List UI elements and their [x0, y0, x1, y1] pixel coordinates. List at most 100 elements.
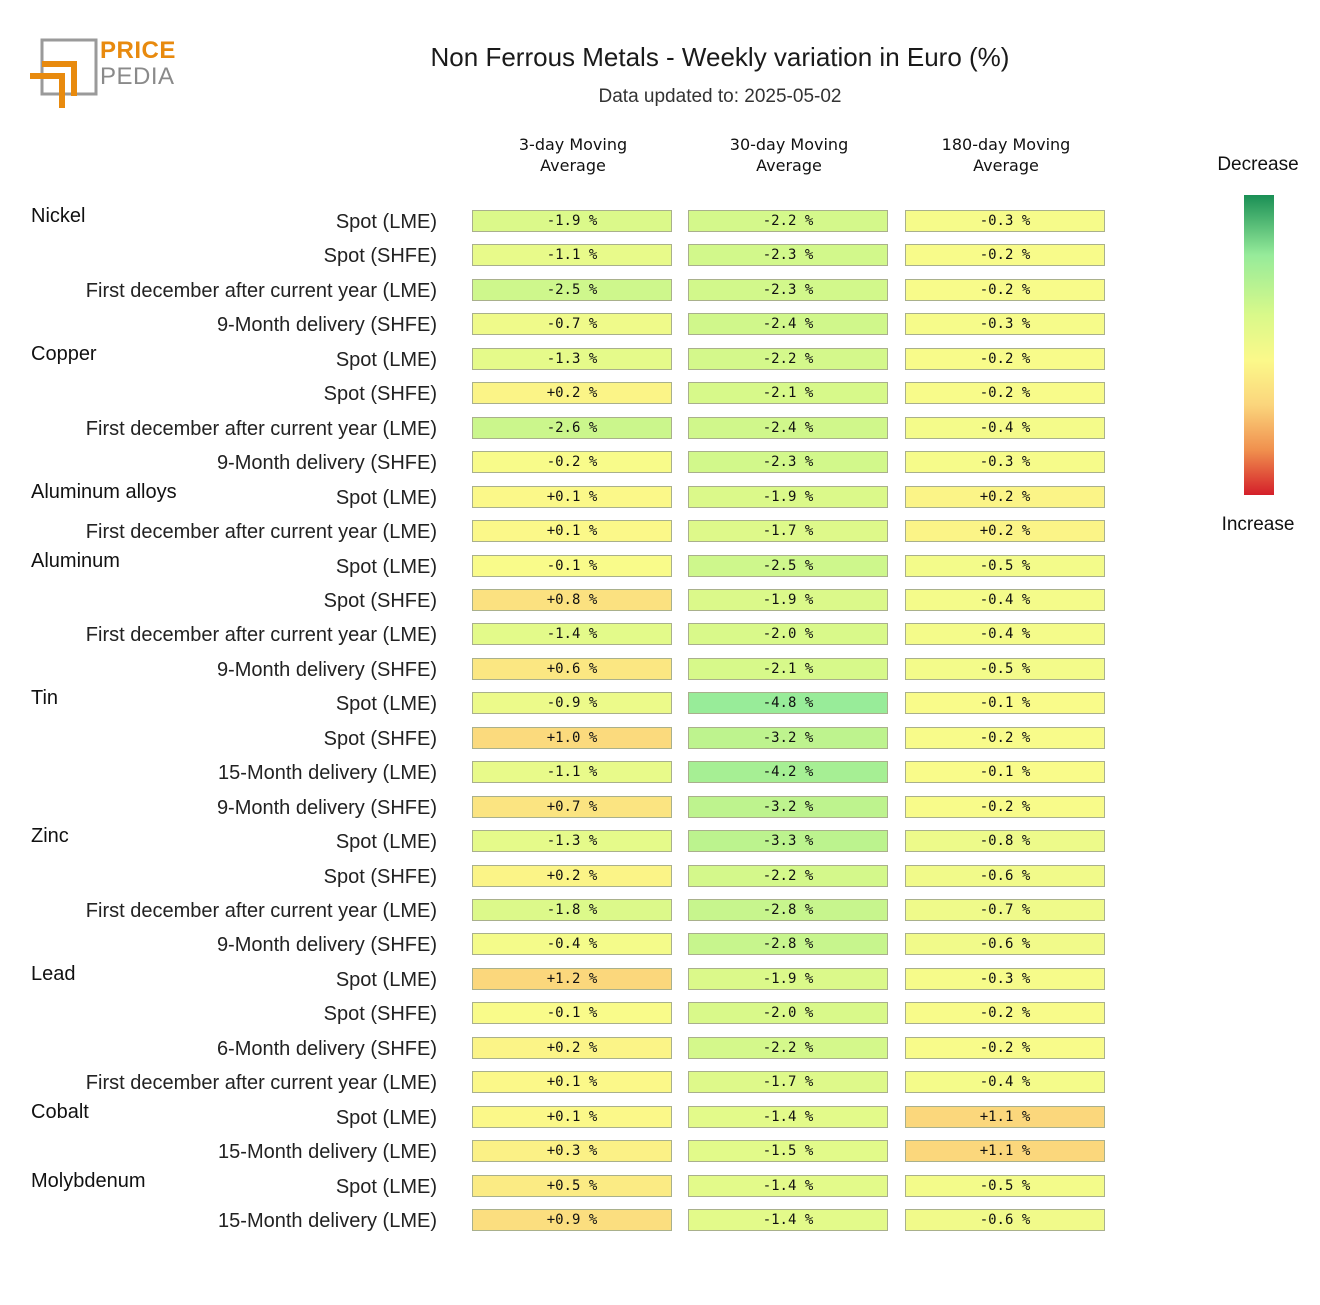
group-label: Aluminum alloys	[31, 480, 177, 503]
row-label: 9-Month delivery (SHFE)	[216, 452, 437, 475]
heat-cell: -0.4 %	[905, 416, 1105, 439]
group-label: Molybdenum	[31, 1169, 146, 1192]
row-label: Spot (SHFE)	[323, 383, 437, 406]
heat-cell: -0.1 %	[472, 554, 672, 577]
heat-cell: -2.0 %	[688, 1002, 888, 1025]
row-label: First december after current year (LME)	[85, 624, 437, 647]
heat-cell: -2.1 %	[688, 657, 888, 680]
heat-cell: +0.1 %	[472, 485, 672, 508]
heat-cell: -4.8 %	[688, 692, 888, 715]
heat-cell: -2.2 %	[688, 347, 888, 370]
heat-cell: +0.1 %	[472, 1071, 672, 1094]
logo-line2: PEDIA	[100, 63, 175, 90]
heat-cell: -0.5 %	[905, 657, 1105, 680]
heat-cell: -0.2 %	[905, 278, 1105, 301]
row-label: Spot (SHFE)	[323, 245, 437, 268]
row-label: Spot (LME)	[335, 831, 437, 854]
row-label: 9-Month delivery (SHFE)	[216, 934, 437, 957]
heat-cell: -1.9 %	[688, 485, 888, 508]
row-label: First december after current year (LME)	[85, 279, 437, 302]
heat-cell: -2.5 %	[688, 554, 888, 577]
chart-title: Non Ferrous Metals - Weekly variation in…	[430, 42, 1010, 72]
heat-cell: -2.2 %	[688, 210, 888, 232]
heat-cell: -0.3 %	[905, 313, 1105, 336]
group-label: Nickel	[31, 205, 86, 227]
heat-cell: -0.6 %	[905, 864, 1105, 887]
heat-cell: +0.2 %	[472, 1036, 672, 1059]
heat-cell: -2.3 %	[688, 451, 888, 474]
heat-cell: -0.1 %	[905, 761, 1105, 784]
logo-text: PRICE PEDIA	[100, 38, 176, 90]
heat-cell: +1.1 %	[905, 1105, 1105, 1128]
column-header-line2: Average	[540, 156, 606, 175]
heat-cell: -2.2 %	[688, 864, 888, 887]
heat-cell: -2.3 %	[688, 278, 888, 301]
heat-cell: -0.1 %	[905, 692, 1105, 715]
pricepedia-logo	[30, 38, 98, 108]
heat-cell: +0.6 %	[472, 657, 672, 680]
row-label: Spot (LME)	[335, 1106, 437, 1129]
column-header-3day: 3-day Moving Average	[472, 134, 674, 176]
heat-cell: -0.1 %	[472, 1002, 672, 1025]
row-label: Spot (SHFE)	[323, 1003, 437, 1026]
heat-cell: +0.5 %	[472, 1174, 672, 1197]
heat-cell: -1.8 %	[472, 899, 672, 921]
row-label: 15-Month delivery (LME)	[218, 762, 437, 785]
heat-cell: -0.6 %	[905, 933, 1105, 956]
column-header-line1: 180-day Moving	[941, 135, 1071, 154]
legend-increase-label: Increase	[1221, 514, 1295, 535]
group-label: Copper	[31, 342, 97, 365]
heat-cell: -3.2 %	[688, 726, 888, 749]
heat-cell: +0.2 %	[472, 382, 672, 405]
row-label: 15-Month delivery (LME)	[218, 1141, 437, 1164]
group-label: Zinc	[31, 825, 69, 848]
chart-subtitle: Data updated to: 2025-05-02	[598, 86, 842, 107]
row-label: Spot (LME)	[335, 1175, 437, 1198]
heat-cell: +0.7 %	[472, 795, 672, 818]
row-label: Spot (SHFE)	[323, 865, 437, 888]
row-label: Spot (LME)	[335, 968, 437, 991]
heat-cell: -1.3 %	[472, 347, 672, 370]
row-label: Spot (LME)	[335, 486, 437, 509]
heat-cell: +0.3 %	[472, 1140, 672, 1163]
row-label: Spot (SHFE)	[323, 589, 437, 612]
row-label: Spot (LME)	[335, 348, 437, 371]
heat-cell: -2.8 %	[688, 933, 888, 956]
heat-cell: -0.4 %	[905, 623, 1105, 646]
row-label: Spot (LME)	[335, 555, 437, 578]
heat-cell: -1.9 %	[472, 210, 672, 232]
heat-cell: +0.1 %	[472, 520, 672, 543]
heat-cell: -0.8 %	[905, 830, 1105, 853]
heat-cell: -1.5 %	[688, 1140, 888, 1163]
heat-cell: -1.3 %	[472, 830, 672, 853]
heat-cell: -1.7 %	[688, 1071, 888, 1094]
heat-cell: -2.3 %	[688, 244, 888, 267]
heat-cell: -1.1 %	[472, 761, 672, 784]
heat-cell: -0.7 %	[905, 899, 1105, 921]
heat-cell: -1.4 %	[688, 1105, 888, 1128]
heat-cell: -2.5 %	[472, 278, 672, 301]
row-label: Spot (LME)	[335, 693, 437, 716]
heat-cell: -0.2 %	[905, 382, 1105, 405]
column-header-30day: 30-day Moving Average	[688, 134, 890, 176]
heat-cell: -0.6 %	[905, 1209, 1105, 1232]
heat-cell: -0.2 %	[905, 1002, 1105, 1025]
heat-cell: -2.4 %	[688, 313, 888, 336]
row-label: 9-Month delivery (SHFE)	[216, 796, 437, 819]
heat-cell: -0.2 %	[905, 347, 1105, 370]
heat-cell: -1.4 %	[472, 623, 672, 646]
column-header-line1: 30-day Moving	[729, 135, 849, 154]
heat-cell: -0.4 %	[905, 588, 1105, 611]
row-label: First december after current year (LME)	[85, 417, 437, 440]
column-header-line2: Average	[973, 156, 1039, 175]
row-label: First december after current year (LME)	[85, 521, 437, 544]
heat-cell: -2.8 %	[688, 899, 888, 921]
heat-cell: -3.3 %	[688, 830, 888, 853]
heat-cell: -2.2 %	[688, 1036, 888, 1059]
heat-cell: -1.9 %	[688, 967, 888, 990]
heat-cell: -1.4 %	[688, 1209, 888, 1232]
heat-cell: +0.1 %	[472, 1105, 672, 1128]
heat-cell: -1.4 %	[688, 1174, 888, 1197]
heat-cell: -4.2 %	[688, 761, 888, 784]
heat-cell: +0.9 %	[472, 1209, 672, 1232]
